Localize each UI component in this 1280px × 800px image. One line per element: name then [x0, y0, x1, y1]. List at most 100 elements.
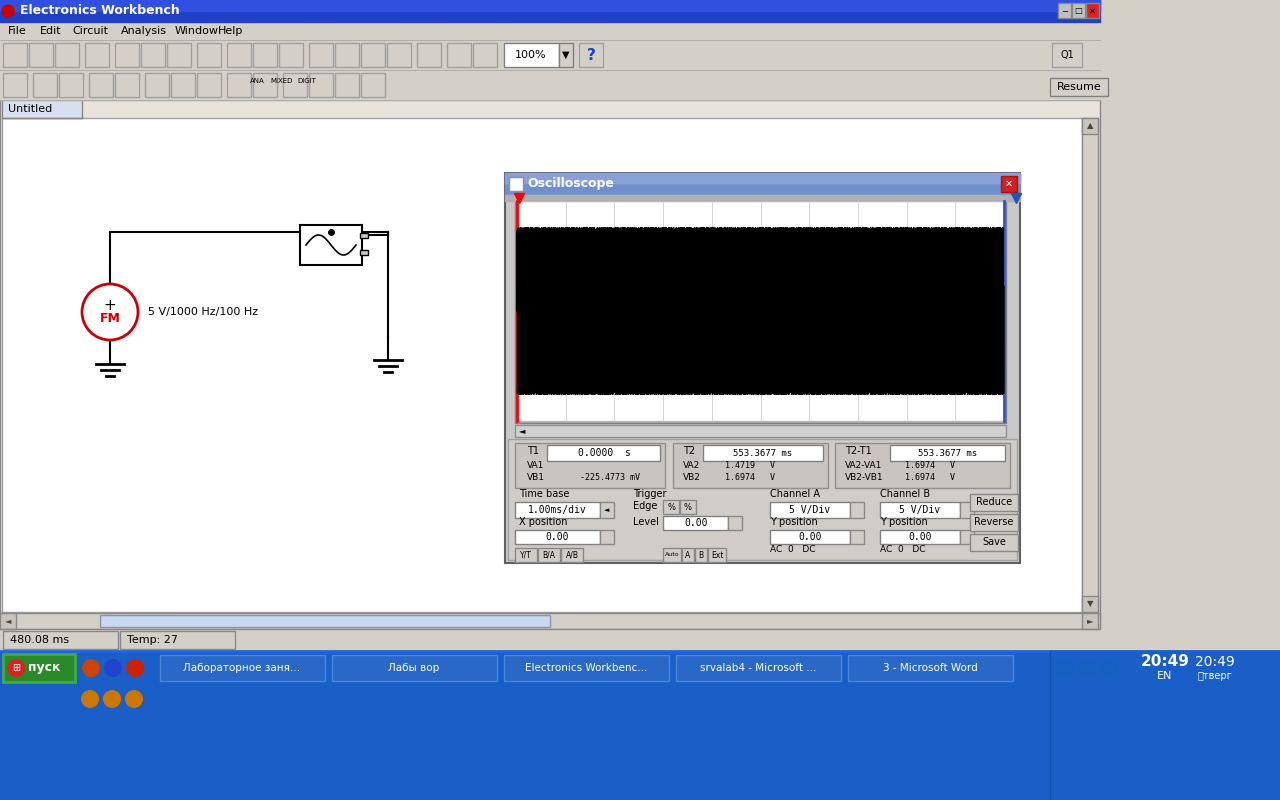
Text: 1.6974   V: 1.6974 V [905, 461, 955, 470]
Bar [360, 250, 369, 255]
Text: Resume: Resume [1056, 82, 1101, 92]
Text: Edge: Edge [634, 501, 658, 511]
Circle shape [82, 659, 100, 677]
Bar [771, 530, 850, 544]
Text: ◄: ◄ [5, 617, 12, 626]
Text: MIXED: MIXED [271, 78, 293, 84]
Circle shape [1056, 659, 1074, 677]
Bar [253, 73, 276, 97]
Bar [970, 514, 1018, 531]
Text: Electronics Workbenc...: Electronics Workbenc... [525, 663, 648, 673]
Bar [835, 443, 1010, 488]
Text: Circuit: Circuit [72, 26, 108, 36]
Bar [849, 655, 1012, 681]
Bar [890, 445, 1005, 461]
Text: T2: T2 [684, 446, 695, 456]
Text: Y position: Y position [771, 517, 818, 527]
Bar [166, 43, 191, 67]
Bar [3, 654, 76, 682]
Bar [703, 445, 823, 461]
Bar [227, 43, 251, 67]
Text: 480.08 ms: 480.08 ms [10, 635, 69, 645]
Bar [227, 73, 251, 97]
Bar [517, 201, 1004, 421]
Text: Reduce: Reduce [975, 497, 1012, 507]
Bar [504, 43, 559, 67]
Text: Temp: 27: Temp: 27 [127, 635, 178, 645]
Bar [1085, 3, 1100, 18]
Bar [59, 73, 83, 97]
Bar [515, 199, 1006, 423]
Bar [332, 655, 497, 681]
Bar [100, 615, 550, 627]
Text: VA1: VA1 [527, 461, 544, 470]
Text: Save: Save [982, 537, 1006, 547]
Bar [682, 548, 694, 562]
Bar [509, 177, 524, 191]
Text: B: B [699, 550, 704, 559]
Bar [447, 43, 471, 67]
Bar [172, 73, 195, 97]
Text: 0.00: 0.00 [799, 532, 822, 542]
Bar [708, 548, 726, 562]
Bar [474, 43, 497, 67]
Text: ✕: ✕ [1005, 179, 1012, 189]
Text: Electronics Workbench: Electronics Workbench [20, 5, 179, 18]
Bar [515, 502, 600, 518]
Text: 5 V/Div: 5 V/Div [900, 505, 941, 515]
Bar [579, 43, 603, 67]
Text: 553.3677 ms: 553.3677 ms [919, 449, 978, 458]
Bar [0, 70, 1100, 100]
Bar [308, 73, 333, 97]
Text: пуск: пуск [28, 662, 60, 674]
Text: Time base: Time base [518, 489, 570, 499]
Bar [1059, 3, 1071, 18]
Circle shape [81, 690, 99, 708]
Bar [253, 43, 276, 67]
Text: T2-T1: T2-T1 [845, 446, 872, 456]
Circle shape [1078, 659, 1096, 677]
Text: ▲: ▲ [1087, 122, 1093, 130]
Text: 3 - Microsoft Word: 3 - Microsoft Word [883, 663, 978, 673]
Bar [3, 118, 1082, 612]
Bar [3, 100, 82, 118]
Bar [1052, 43, 1082, 67]
Bar [29, 43, 52, 67]
Bar [850, 502, 864, 518]
Bar [695, 548, 707, 562]
Bar [360, 233, 369, 238]
Text: A: A [685, 550, 691, 559]
Bar [120, 631, 236, 649]
Bar [0, 0, 1100, 11]
Text: 0.0000  s: 0.0000 s [577, 448, 631, 458]
Bar [1082, 118, 1098, 134]
Bar [145, 73, 169, 97]
Text: 1.4719   V: 1.4719 V [724, 461, 774, 470]
Circle shape [6, 659, 26, 677]
Bar [663, 516, 728, 530]
Bar [417, 43, 442, 67]
Circle shape [125, 690, 143, 708]
Text: %: % [667, 502, 675, 511]
Bar [335, 43, 358, 67]
Text: VB2-VB1: VB2-VB1 [845, 474, 883, 482]
Text: B/A: B/A [543, 550, 556, 559]
Text: AC  0   DC: AC 0 DC [771, 546, 815, 554]
Text: EN: EN [1157, 671, 1172, 681]
Bar [0, 40, 1100, 70]
Text: +: + [104, 298, 116, 313]
Text: Level: Level [634, 517, 659, 527]
Bar [3, 43, 27, 67]
Bar [850, 530, 864, 544]
Circle shape [1100, 659, 1117, 677]
Bar [506, 195, 1020, 201]
Text: 5 V/1000 Hz/100 Hz: 5 V/1000 Hz/100 Hz [148, 307, 259, 317]
Bar [0, 613, 1100, 629]
Text: 0.00: 0.00 [545, 532, 568, 542]
Text: ▼: ▼ [1087, 599, 1093, 609]
Text: Лабораторное заня...: Лабораторное заня... [183, 663, 301, 673]
Text: srvalab4 - Microsoft ...: srvalab4 - Microsoft ... [700, 663, 817, 673]
Bar [0, 0, 1100, 22]
Text: -225.4773 mV: -225.4773 mV [580, 474, 640, 482]
Bar [515, 425, 1006, 437]
